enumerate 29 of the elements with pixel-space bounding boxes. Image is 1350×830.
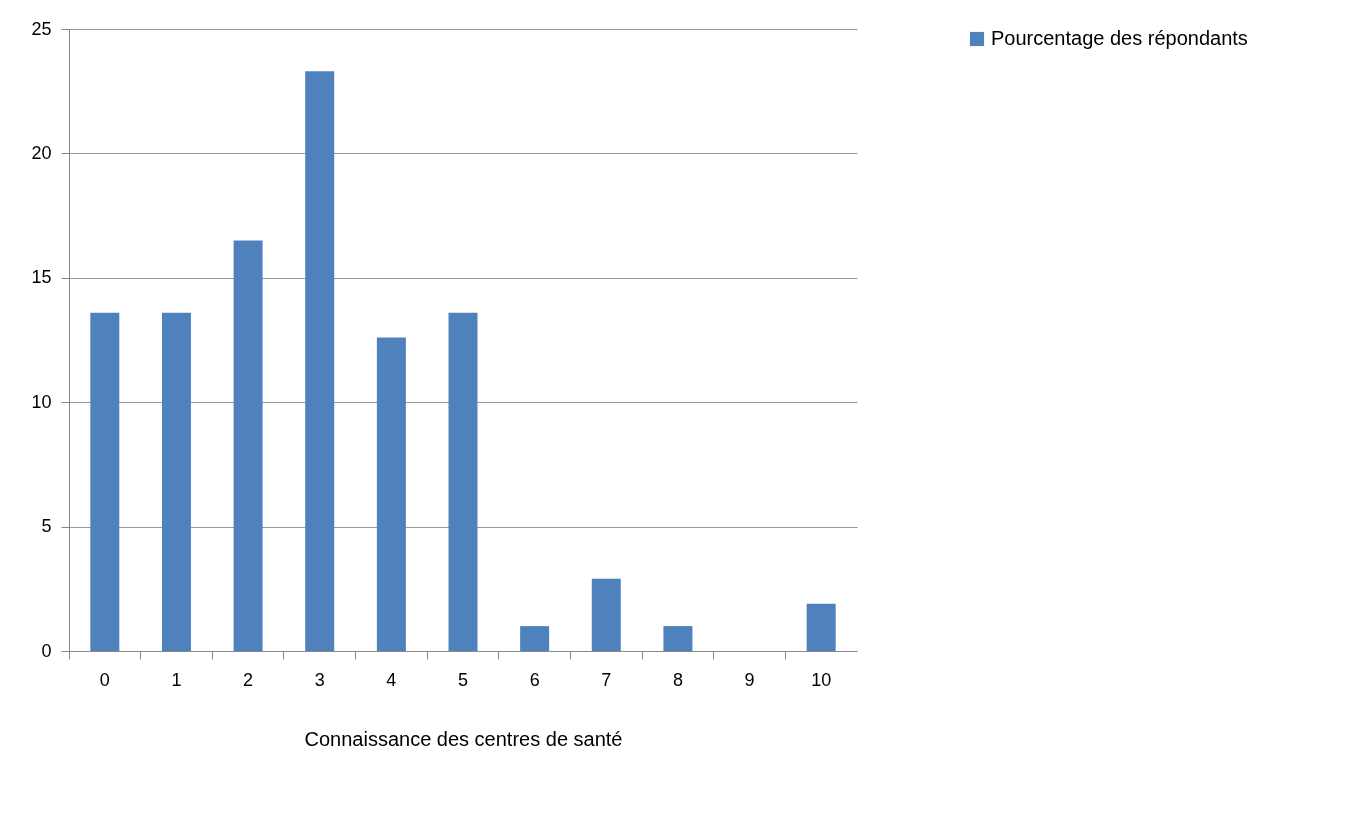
x-tick-label: 3 [314, 669, 325, 690]
bar [448, 312, 478, 651]
bar [520, 626, 550, 651]
bar [376, 337, 406, 651]
bar [591, 578, 621, 651]
y-tick-label: 5 [41, 516, 52, 537]
y-tick-label: 15 [31, 267, 52, 288]
x-tick-label: 2 [243, 669, 254, 690]
x-tick-label: 4 [386, 669, 397, 690]
x-tick-label: 0 [99, 669, 110, 690]
x-tick-label: 5 [457, 669, 469, 690]
y-tick-label: 0 [41, 640, 52, 661]
x-tick-label: 7 [601, 669, 612, 690]
legend-label: Pourcentage des répondants [991, 27, 1248, 49]
x-tick-label: 8 [672, 669, 683, 690]
y-tick-label: 20 [31, 142, 52, 163]
y-tick-label: 10 [31, 391, 52, 412]
y-tick-label: 25 [31, 18, 52, 39]
bar [233, 240, 263, 651]
x-tick-label: 6 [529, 669, 540, 690]
bar [663, 626, 693, 651]
bar [806, 603, 836, 651]
x-axis-title: Connaissance des centres de santé [304, 727, 623, 750]
x-tick-label: 10 [811, 669, 832, 690]
x-tick-label: 1 [171, 669, 182, 690]
bar [161, 312, 191, 651]
x-tick-label: 9 [744, 669, 755, 690]
bar [305, 71, 335, 651]
bar [90, 312, 120, 651]
